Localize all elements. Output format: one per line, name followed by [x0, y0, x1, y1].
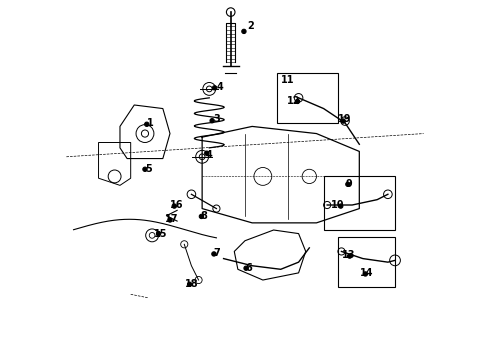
Circle shape	[347, 254, 352, 258]
Circle shape	[213, 86, 217, 90]
Text: 18: 18	[185, 279, 198, 289]
Text: 9: 9	[345, 179, 352, 189]
Circle shape	[339, 204, 343, 208]
Circle shape	[205, 151, 209, 156]
Text: 4: 4	[206, 150, 213, 160]
Text: 15: 15	[154, 229, 168, 239]
Circle shape	[242, 29, 246, 33]
Circle shape	[188, 282, 192, 287]
Circle shape	[145, 122, 149, 126]
Circle shape	[199, 214, 203, 219]
Text: 3: 3	[213, 114, 220, 124]
Text: 8: 8	[200, 211, 207, 221]
Text: 1: 1	[147, 118, 154, 128]
Text: 12: 12	[287, 96, 300, 107]
Circle shape	[172, 204, 176, 208]
Bar	[338, 237, 395, 287]
Circle shape	[143, 167, 147, 171]
Text: 4: 4	[217, 82, 223, 92]
Bar	[277, 73, 338, 123]
Text: 6: 6	[245, 262, 252, 273]
Circle shape	[156, 231, 161, 236]
Circle shape	[210, 118, 214, 123]
Circle shape	[212, 252, 216, 256]
Circle shape	[295, 99, 300, 104]
Text: 2: 2	[247, 21, 254, 31]
Text: 5: 5	[145, 164, 152, 174]
Circle shape	[346, 182, 350, 186]
Bar	[323, 176, 395, 230]
Text: 17: 17	[165, 214, 178, 224]
Text: 13: 13	[342, 250, 355, 260]
Text: 7: 7	[213, 248, 220, 258]
Text: 14: 14	[360, 268, 373, 278]
Circle shape	[244, 266, 248, 270]
Circle shape	[363, 272, 368, 276]
Text: 11: 11	[281, 75, 294, 85]
Circle shape	[168, 218, 172, 222]
Text: 19: 19	[338, 114, 352, 124]
Text: 10: 10	[331, 200, 344, 210]
Text: 16: 16	[171, 200, 184, 210]
Circle shape	[341, 119, 345, 123]
